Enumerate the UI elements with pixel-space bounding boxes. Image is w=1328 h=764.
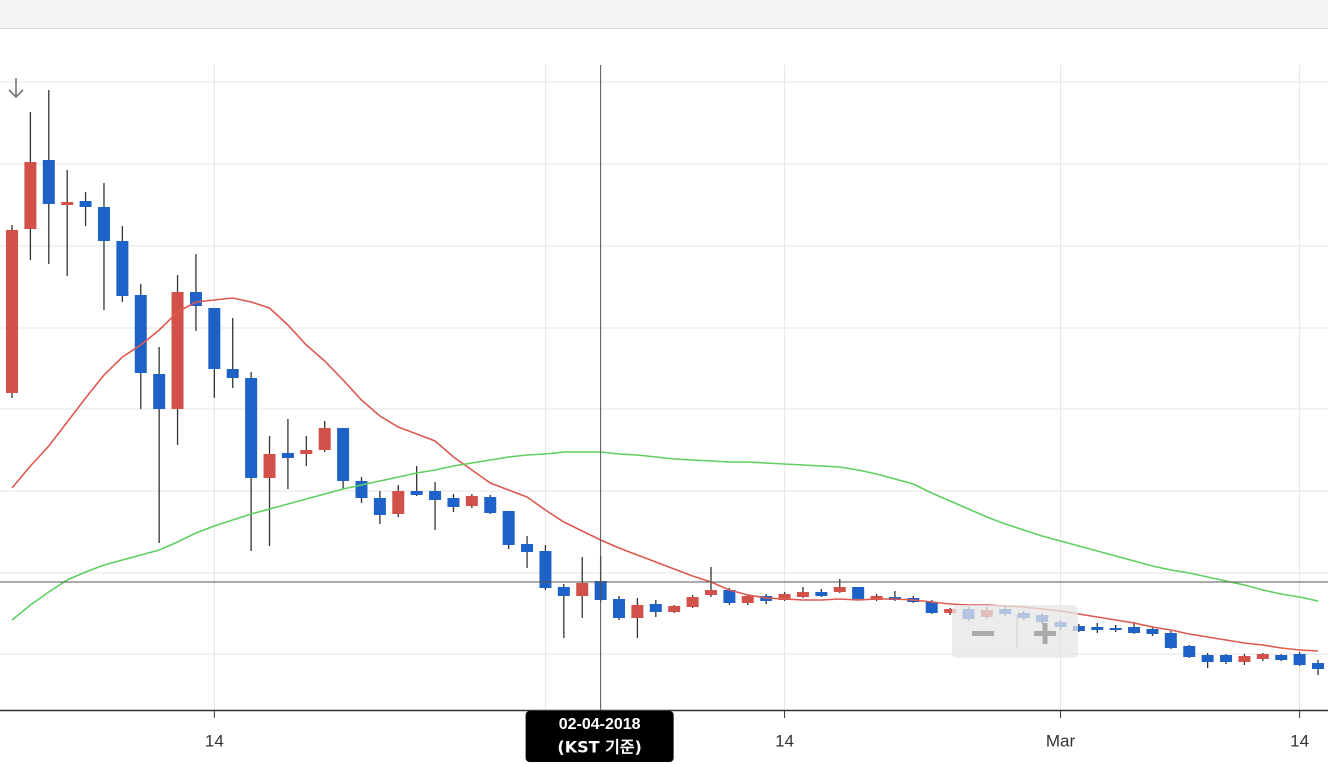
x-tick-label: Mar bbox=[1046, 731, 1076, 750]
moving-average-line bbox=[11, 451, 1319, 621]
candle-body bbox=[392, 491, 405, 514]
candle-body bbox=[318, 428, 331, 450]
candle-body bbox=[153, 374, 166, 409]
candle-body bbox=[815, 592, 828, 596]
candle-body bbox=[925, 602, 938, 613]
moving-average-line bbox=[11, 297, 1319, 652]
candle-body bbox=[373, 498, 386, 515]
candle-body bbox=[1201, 655, 1214, 662]
candle-body bbox=[1220, 655, 1233, 662]
candle-body bbox=[1238, 656, 1251, 662]
candle-body bbox=[116, 241, 129, 296]
candle-body bbox=[6, 230, 18, 393]
candle-body bbox=[521, 544, 534, 552]
crosshair-tooltip bbox=[525, 711, 674, 762]
zoom-out[interactable] bbox=[972, 631, 994, 636]
candle-body bbox=[723, 590, 736, 603]
candle-body bbox=[741, 596, 754, 603]
candle-body bbox=[281, 453, 294, 458]
candle-body bbox=[1091, 627, 1104, 630]
candle-body bbox=[134, 295, 147, 373]
candle-body bbox=[576, 583, 589, 596]
candle-body bbox=[1146, 629, 1159, 634]
candle-body bbox=[447, 498, 460, 507]
candle-body bbox=[686, 597, 699, 607]
candle-body bbox=[649, 604, 662, 612]
candle-body bbox=[24, 162, 37, 229]
candle-body bbox=[429, 491, 442, 500]
candle-body bbox=[226, 369, 239, 378]
x-tick-label: 14 bbox=[205, 731, 224, 750]
candle-body bbox=[1109, 628, 1122, 630]
candle-body bbox=[263, 454, 276, 478]
x-tick-label: 14 bbox=[775, 731, 794, 750]
candle-body bbox=[704, 590, 717, 595]
tooltip-date: 02-04-2018 bbox=[559, 716, 641, 733]
zoom-in-bar bbox=[1042, 623, 1048, 644]
candle-body bbox=[337, 428, 350, 481]
download-icon[interactable] bbox=[8, 78, 24, 99]
candle-body bbox=[944, 609, 957, 613]
candle-body bbox=[778, 594, 791, 600]
candle-body bbox=[42, 160, 55, 204]
zoom-panel bbox=[952, 605, 1078, 658]
candle-body bbox=[410, 491, 423, 495]
zoom-control bbox=[952, 605, 1078, 658]
candle-body bbox=[668, 606, 681, 612]
candle-body bbox=[852, 587, 865, 599]
candle-body bbox=[171, 292, 184, 409]
tooltip-note: (KST 기준) bbox=[557, 738, 641, 757]
candle-body bbox=[613, 599, 626, 618]
candle-body bbox=[1256, 654, 1269, 659]
candle-body bbox=[189, 292, 202, 306]
candle-body bbox=[1183, 646, 1196, 657]
candle-body bbox=[79, 201, 92, 207]
candle-body bbox=[1312, 663, 1324, 669]
candle-body bbox=[300, 450, 313, 454]
x-tick-label: 14 bbox=[1290, 731, 1309, 750]
candle-body bbox=[465, 496, 478, 506]
candle-body bbox=[631, 605, 644, 618]
candle-body bbox=[557, 587, 570, 596]
candle-body bbox=[833, 587, 846, 592]
candle-body bbox=[502, 511, 515, 545]
candle-body bbox=[484, 497, 497, 513]
candle-body bbox=[539, 551, 552, 588]
candle-body bbox=[245, 378, 258, 478]
candle-body bbox=[1275, 655, 1288, 660]
candle-body bbox=[61, 202, 74, 205]
candle-body bbox=[870, 596, 883, 600]
top-bar bbox=[0, 0, 1328, 28]
candle-body bbox=[1072, 626, 1085, 631]
candle-body bbox=[796, 592, 809, 597]
candle-body bbox=[208, 308, 221, 369]
candle-body bbox=[97, 207, 110, 241]
candle-body bbox=[1128, 627, 1141, 633]
candle-body bbox=[1164, 633, 1177, 648]
candle-body bbox=[1293, 654, 1306, 665]
